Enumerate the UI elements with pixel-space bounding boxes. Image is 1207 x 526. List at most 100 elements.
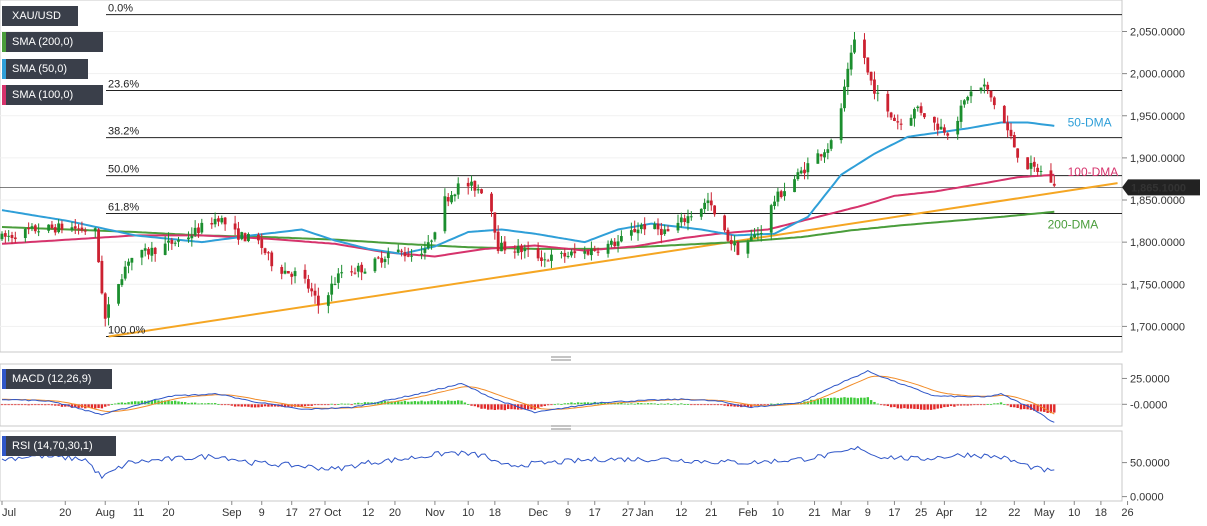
candle-body (726, 229, 730, 241)
macd-histogram-bar (583, 402, 586, 405)
legend-sma50[interactable]: SMA (50,0) (2, 59, 88, 79)
macd-histogram-bar (766, 404, 770, 406)
last-price-marker (1122, 179, 1200, 196)
macd-histogram-bar (1016, 404, 1019, 408)
macd-histogram-bar (483, 404, 487, 409)
x-tick-label: 9 (259, 507, 265, 519)
candle-body (866, 57, 870, 73)
candle-body (117, 284, 120, 304)
candle-body (992, 97, 996, 106)
candlestick (363, 268, 367, 274)
panel-resize-handle[interactable] (551, 425, 571, 430)
candle-body (293, 271, 297, 277)
candlestick (373, 257, 377, 273)
candle-body (1052, 183, 1056, 186)
macd-histogram-bar (696, 404, 700, 406)
legend-symbol[interactable]: XAU/USD (2, 6, 78, 26)
candle-body (193, 227, 197, 236)
candlestick (916, 105, 920, 112)
macd-histogram-bar (310, 404, 313, 406)
candlestick (286, 270, 290, 274)
macd-histogram-bar (193, 402, 197, 405)
candlestick (829, 138, 833, 152)
macd-histogram-bar (616, 402, 620, 405)
candle-body (127, 261, 130, 266)
candlestick (360, 262, 364, 281)
macd-histogram-bar (590, 402, 593, 405)
candle-body (959, 105, 963, 122)
candle-body (629, 230, 633, 236)
macd-histogram-bar (819, 398, 823, 405)
candle-body (490, 193, 493, 212)
macd-histogram-bar (743, 404, 746, 407)
macd-histogram-bar (603, 402, 606, 405)
macd-histogram-bar (423, 401, 427, 405)
panel-resize-handle[interactable] (551, 356, 571, 361)
macd-histogram-bar (167, 400, 170, 405)
candlestick (310, 282, 314, 297)
candlestick (986, 81, 990, 94)
legend-macd[interactable]: MACD (12,26,9) (2, 369, 112, 389)
macd-histogram-bar (1006, 404, 1009, 406)
macd-histogram-bar (493, 404, 497, 411)
candlestick (1016, 148, 1020, 163)
candle-body (513, 251, 517, 253)
candlestick (689, 211, 693, 221)
candle-body (923, 113, 926, 118)
candle-body (846, 68, 850, 88)
macd-histogram-bar (200, 403, 203, 405)
y-tick-label: 2,050.0000 (1130, 26, 1185, 38)
candlestick (873, 71, 876, 100)
macd-histogram-bar (74, 404, 77, 408)
macd-histogram-bar (37, 404, 40, 406)
macd-histogram-bar (183, 402, 187, 405)
macd-histogram-bar (670, 404, 673, 405)
candlestick (480, 188, 483, 194)
macd-histogram-bar (117, 402, 120, 405)
candlestick (546, 258, 550, 262)
candlestick (336, 268, 340, 289)
candle-body (100, 260, 104, 294)
candle-body (550, 254, 553, 261)
macd-histogram-bar (939, 404, 943, 409)
candlestick (350, 265, 354, 277)
legend-sma100[interactable]: SMA (100,0) (2, 85, 103, 105)
candle-body (909, 117, 913, 126)
candlestick (783, 182, 786, 201)
candle-body (969, 91, 973, 97)
candlestick (586, 249, 590, 256)
candle-body (989, 90, 993, 98)
macd-histogram-bar (420, 400, 423, 405)
candlestick (992, 96, 996, 110)
candlestick (839, 103, 843, 144)
macd-histogram-bar (580, 402, 583, 405)
legend-sma200[interactable]: SMA (200,0) (2, 32, 103, 52)
candle-body (283, 270, 287, 274)
macd-histogram-bar (923, 404, 926, 410)
macd-histogram-bar (0, 404, 4, 406)
macd-histogram-bar (829, 397, 833, 405)
candle-body (356, 265, 360, 272)
macd-histogram-bar (540, 404, 543, 407)
candle-body (606, 243, 610, 254)
candle-body (586, 251, 590, 255)
candle-body (779, 191, 783, 198)
candlestick (942, 124, 946, 136)
candle-body (1009, 129, 1013, 137)
macd-histogram-bar (966, 404, 969, 406)
macd-histogram-bar (879, 404, 883, 406)
x-tick-label: 17 (589, 507, 601, 519)
legend-rsi[interactable]: RSI (14,70,30,1) (2, 436, 116, 456)
macd-histogram-bar (886, 404, 889, 407)
candlestick (190, 227, 194, 247)
candlestick (220, 215, 224, 225)
candlestick (962, 99, 966, 108)
candle-body (97, 229, 100, 263)
candlestick (496, 225, 500, 254)
candlestick (57, 219, 61, 234)
macd-histogram-bar (14, 404, 17, 406)
candlestick (543, 252, 547, 268)
candlestick (753, 228, 756, 239)
candlestick (283, 262, 287, 275)
